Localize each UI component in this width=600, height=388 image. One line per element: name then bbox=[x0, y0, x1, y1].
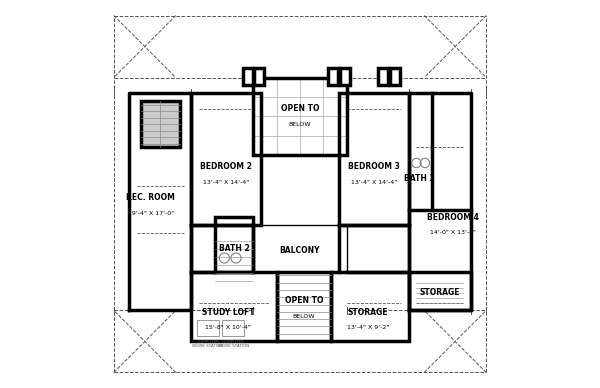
Bar bbox=[253, 225, 347, 272]
Bar bbox=[242, 68, 253, 85]
Bar bbox=[191, 93, 261, 225]
Bar bbox=[191, 272, 277, 341]
Text: COMPUTER
WORK STATION: COMPUTER WORK STATION bbox=[218, 340, 249, 348]
Bar bbox=[390, 68, 400, 85]
Bar bbox=[254, 68, 265, 85]
Text: 19'-4" X 17'-0": 19'-4" X 17'-0" bbox=[128, 211, 173, 216]
Text: BELOW: BELOW bbox=[289, 122, 311, 126]
Bar bbox=[331, 272, 409, 341]
Text: STUDY LOFT: STUDY LOFT bbox=[202, 308, 254, 317]
Bar bbox=[223, 320, 244, 336]
Text: BELOW: BELOW bbox=[293, 314, 315, 319]
Text: OPEN TO: OPEN TO bbox=[284, 296, 323, 305]
Text: BEDROOM 2: BEDROOM 2 bbox=[200, 162, 252, 171]
Text: BATH 3: BATH 3 bbox=[404, 174, 435, 183]
Text: 13'-4" X 14'-4": 13'-4" X 14'-4" bbox=[203, 180, 250, 185]
Bar bbox=[379, 68, 388, 85]
Bar bbox=[197, 320, 218, 336]
Text: BEDROOM 3: BEDROOM 3 bbox=[348, 162, 400, 171]
Text: STORAGE: STORAGE bbox=[419, 288, 460, 298]
Bar bbox=[253, 78, 347, 155]
Text: 15'-8" X 10'-4": 15'-8" X 10'-4" bbox=[205, 326, 251, 330]
Text: COMPUTER
WORK STATION: COMPUTER WORK STATION bbox=[193, 340, 224, 348]
Bar bbox=[328, 68, 338, 85]
Text: BEDROOM 4: BEDROOM 4 bbox=[427, 213, 479, 222]
Bar bbox=[215, 217, 253, 272]
Bar bbox=[141, 101, 180, 147]
Text: 13'-4" X 9'-2": 13'-4" X 9'-2" bbox=[347, 326, 389, 330]
Text: BALCONY: BALCONY bbox=[280, 246, 320, 255]
Bar bbox=[340, 68, 350, 85]
Bar bbox=[277, 272, 331, 341]
Text: BATH 2: BATH 2 bbox=[218, 244, 250, 253]
Text: 13'-4" X 14'-4": 13'-4" X 14'-4" bbox=[350, 180, 397, 185]
Text: 14'-0" X 13'-8": 14'-0" X 13'-8" bbox=[430, 230, 476, 235]
Bar bbox=[339, 93, 409, 225]
Bar bbox=[409, 272, 471, 310]
Text: STORAGE: STORAGE bbox=[347, 308, 388, 317]
Text: OPEN TO: OPEN TO bbox=[281, 104, 319, 113]
Text: REC. ROOM: REC. ROOM bbox=[126, 193, 175, 203]
